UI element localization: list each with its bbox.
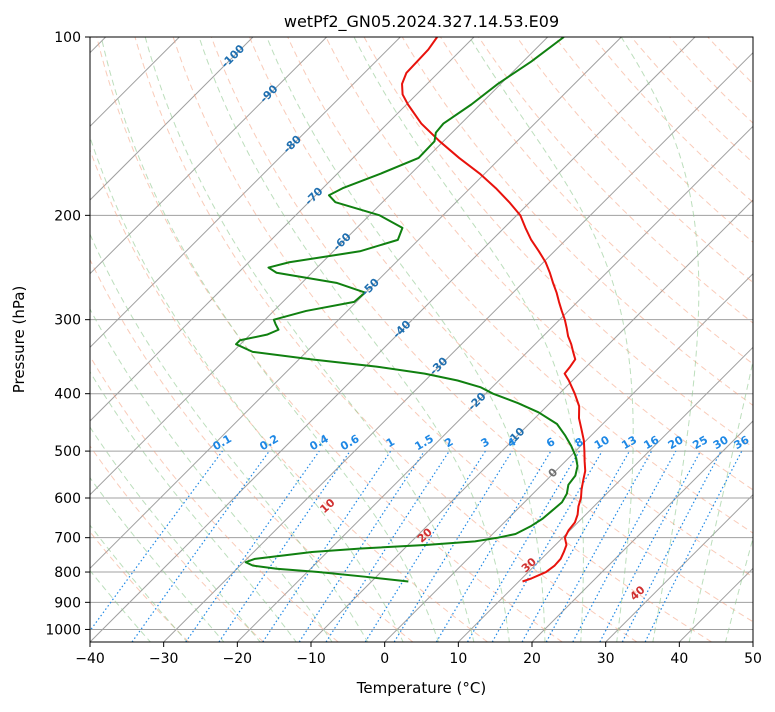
dry-adiabat-line bbox=[90, 445, 264, 642]
x-tick-label: 30 bbox=[597, 651, 615, 667]
moist-adiabat-line bbox=[144, 37, 475, 642]
y-axis-title: Pressure (hPa) bbox=[10, 286, 28, 394]
x-tick-label: 0 bbox=[380, 651, 389, 667]
isotherm-line bbox=[310, 199, 753, 642]
isotherm-line bbox=[236, 125, 753, 642]
moist-adiabat-line bbox=[90, 308, 333, 642]
dry-adiabat-line bbox=[249, 37, 753, 578]
background-lines bbox=[90, 37, 753, 642]
mixing-ratio-line bbox=[545, 450, 653, 642]
x-tick-label: −40 bbox=[75, 651, 105, 667]
isotherm-line bbox=[90, 37, 696, 642]
moist-adiabat-line bbox=[469, 37, 634, 642]
y-tick-label: 1000 bbox=[45, 622, 81, 638]
y-tick-label: 600 bbox=[54, 491, 81, 507]
x-tick-label: −20 bbox=[223, 651, 253, 667]
isotherm-line bbox=[163, 51, 753, 642]
y-tick-label: 400 bbox=[54, 387, 81, 403]
dry-adiabat-line bbox=[478, 37, 753, 324]
isotherm-line bbox=[531, 420, 753, 642]
mixing-ratio-line bbox=[466, 450, 580, 642]
moist-adiabat-line bbox=[90, 569, 152, 642]
isotherm-line bbox=[457, 346, 753, 642]
moist-adiabat-line bbox=[620, 37, 700, 642]
isotherm-line bbox=[605, 493, 753, 642]
plot-frame bbox=[89, 36, 754, 643]
isotherm-line bbox=[90, 37, 622, 570]
moist-adiabat-line bbox=[725, 536, 753, 642]
dry-adiabat-line bbox=[287, 37, 753, 534]
dry-adiabat-line bbox=[516, 37, 753, 284]
dry-adiabat-line bbox=[630, 37, 753, 164]
mixing-ratio-line bbox=[131, 450, 270, 642]
moist-adiabat-line bbox=[90, 476, 225, 642]
x-tick-label: 40 bbox=[670, 651, 688, 667]
axes: −40 −30 −20 −10 0 10 20 30 40 50 100 200 300 400 500 60… bbox=[45, 30, 762, 667]
y-tick-label: 300 bbox=[54, 313, 81, 329]
dry-adiabat-line bbox=[592, 37, 753, 203]
y-tick-label: 900 bbox=[54, 595, 81, 611]
mixing-ratio-line bbox=[393, 450, 513, 642]
dewpoint-profile-line bbox=[235, 37, 579, 583]
x-tick-label: −10 bbox=[296, 651, 326, 667]
mixing-ratio-line bbox=[435, 450, 552, 642]
sounding-lines bbox=[235, 37, 587, 583]
x-tick-label: −30 bbox=[149, 651, 179, 667]
isotherm-line bbox=[90, 37, 254, 201]
y-tick-label: 200 bbox=[54, 208, 81, 224]
y-tick-label: 500 bbox=[54, 444, 81, 460]
chart-title: wetPf2_GN05.2024.327.14.53.E09 bbox=[284, 12, 559, 32]
moist-adiabat-line bbox=[90, 233, 369, 642]
moist-adiabat-line bbox=[90, 524, 188, 642]
mixing-ratio-line bbox=[185, 450, 320, 642]
moist-adiabat-line bbox=[90, 426, 261, 642]
y-tick-label: 800 bbox=[54, 565, 81, 581]
dry-adiabat-line bbox=[401, 37, 753, 406]
y-tick-label: 700 bbox=[54, 531, 81, 547]
mixing-ratio-line bbox=[364, 450, 486, 642]
mixing-ratio-line bbox=[521, 450, 631, 642]
moist-adiabat-line bbox=[688, 358, 753, 642]
mixing-ratio-line bbox=[572, 450, 677, 642]
dry-adiabat-line bbox=[134, 37, 638, 642]
moist-adiabat-line bbox=[90, 370, 297, 642]
dry-adiabat-line bbox=[325, 37, 753, 491]
temperature-profile-line bbox=[401, 37, 587, 583]
isotherm-line bbox=[90, 37, 475, 422]
dry-adiabat-line bbox=[210, 37, 753, 623]
y-tick-label: 100 bbox=[54, 30, 81, 46]
dry-adiabat-line bbox=[172, 37, 712, 642]
moist-adiabat-line bbox=[100, 37, 439, 642]
moist-adiabat-line bbox=[266, 37, 546, 642]
dry-adiabat-line bbox=[363, 37, 753, 448]
mixing-ratio-line bbox=[90, 450, 223, 632]
mixing-ratio-line bbox=[491, 450, 603, 642]
moist-adiabat-line bbox=[90, 135, 404, 642]
mixing-ratio-line bbox=[218, 450, 351, 642]
x-tick-label: 20 bbox=[523, 651, 541, 667]
x-tick-label: 10 bbox=[449, 651, 467, 667]
isotherm-line bbox=[90, 37, 328, 275]
x-tick-label: 50 bbox=[744, 651, 762, 667]
isotherm-line bbox=[384, 272, 753, 642]
x-axis-title: Temperature (°C) bbox=[356, 679, 486, 697]
